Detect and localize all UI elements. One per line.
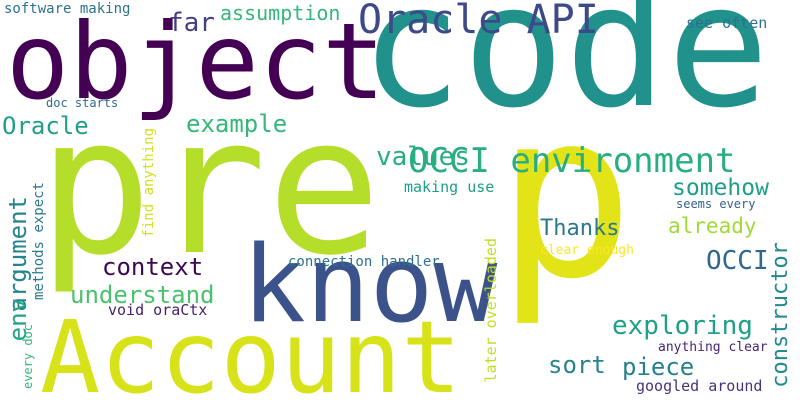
- word-somehow: somehow: [672, 175, 769, 201]
- word-object: object: [6, 1, 386, 123]
- word-occi-environment: OCCI environment: [408, 141, 736, 181]
- word-seems-every: seems every: [676, 197, 756, 211]
- word-making-use: making use: [404, 178, 495, 196]
- word-occi: OCCI: [706, 246, 769, 276]
- word-exploring: exploring: [612, 311, 753, 341]
- word-software-making: software making: [4, 1, 131, 17]
- word-anything-clear: anything clear: [658, 340, 768, 355]
- word-assumption: assumption: [220, 1, 341, 25]
- word-p: p: [496, 63, 635, 330]
- word-oracle-api: Oracle API: [358, 0, 599, 43]
- word-googled-around: googled around: [636, 377, 763, 395]
- word-later-overloaded: later overloaded: [482, 238, 500, 383]
- word-see-often: see often: [686, 14, 768, 32]
- word-methods-expect: methods expect: [31, 182, 47, 301]
- word-far: far: [168, 8, 215, 38]
- word-already: already: [668, 214, 757, 238]
- word-example: example: [186, 110, 288, 138]
- word-values: values: [376, 142, 470, 172]
- word-context: context: [102, 253, 204, 281]
- word-argument: argument: [4, 196, 32, 312]
- word-every-doc: every doc: [21, 324, 35, 390]
- word-code: code: [360, 0, 770, 146]
- word-connection-handler: connection handler: [288, 254, 440, 270]
- word-pre: pre: [38, 76, 382, 297]
- word-thanks: Thanks: [540, 216, 620, 241]
- word-void-oractx: void oraCtx: [108, 301, 208, 319]
- word-constructor: constructor: [768, 242, 793, 388]
- word-understand: understand: [70, 281, 215, 309]
- word-doc-starts: doc starts: [46, 96, 119, 110]
- word-oracle: Oracle: [2, 112, 89, 140]
- word-account: Account: [40, 299, 462, 400]
- word-clear-enough: clear enough: [540, 243, 634, 258]
- word-sort: sort: [548, 351, 606, 379]
- word-find-anything: find anything: [141, 128, 157, 238]
- word-know: know: [242, 223, 498, 346]
- word-piece: piece: [622, 353, 695, 381]
